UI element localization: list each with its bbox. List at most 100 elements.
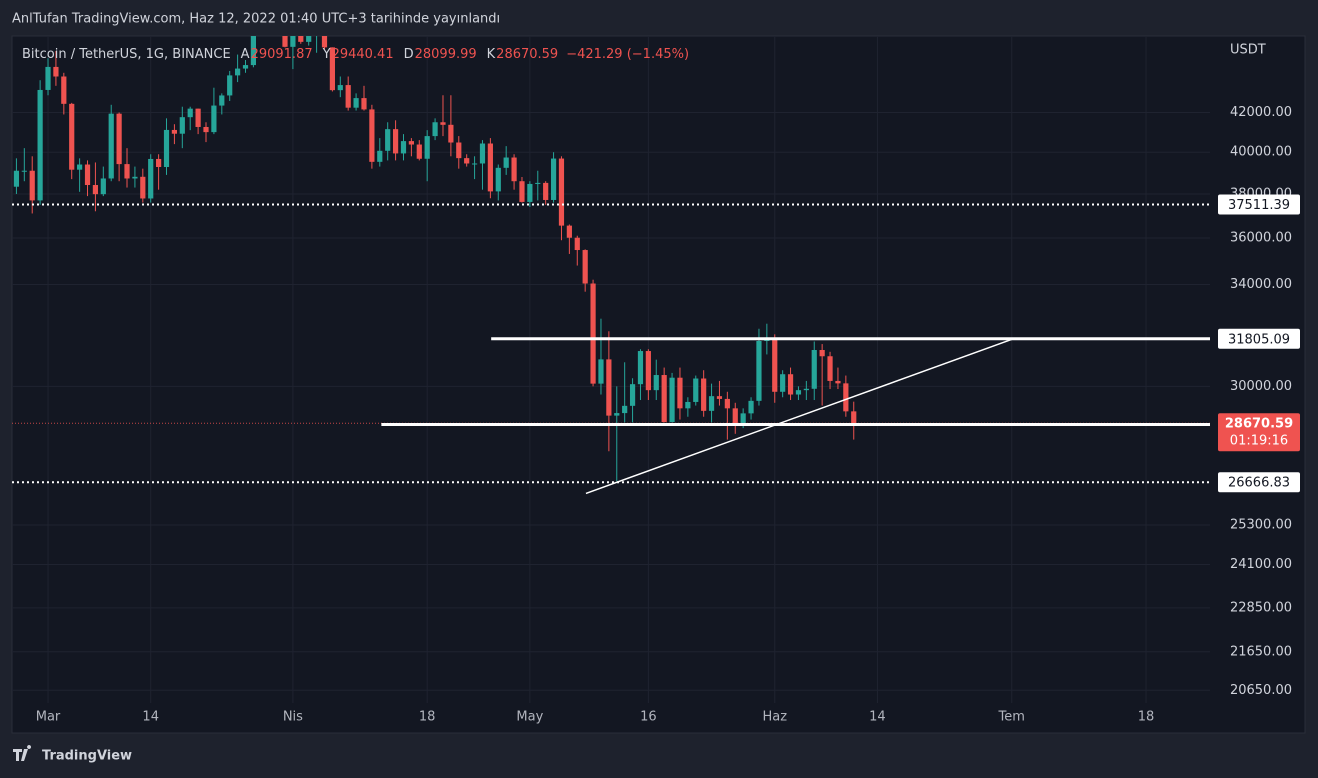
y-tick-label: 25300.00 <box>1230 518 1292 533</box>
candle-body <box>148 158 154 199</box>
candle-body <box>100 178 106 195</box>
brand-logo <box>13 745 32 761</box>
candle-body <box>471 163 478 165</box>
x-tick-label: 18 <box>1138 710 1155 725</box>
candle-body <box>108 113 114 179</box>
ohlc-key: D <box>404 47 414 62</box>
ohlc-value: 28099.99 <box>415 47 477 62</box>
candle-body <box>582 250 588 284</box>
candle-body <box>69 103 75 170</box>
ohlc-value: 29440.41 <box>332 47 394 62</box>
candle-body <box>337 85 343 91</box>
candle-body <box>61 76 67 104</box>
candle-body <box>661 375 667 423</box>
ohlc-key: Y <box>322 47 331 62</box>
candle-body <box>772 339 778 392</box>
candle-body <box>29 170 35 201</box>
y-tick-label: 30000.00 <box>1230 379 1292 394</box>
candle-body <box>456 142 462 159</box>
candle-body <box>748 400 754 414</box>
candle-body <box>653 375 659 391</box>
candle-body <box>432 122 438 137</box>
candle-body <box>740 413 746 425</box>
candle-body <box>13 170 20 187</box>
ohlc-value: 28670.59 <box>496 47 558 62</box>
legend-header: Bitcoin / TetherUS, 1G, BINANCE A29091.87… <box>22 47 689 62</box>
last-price-box <box>1218 413 1300 452</box>
candle-body <box>550 158 557 200</box>
publish-info: AnlTufan TradingView.com, Haz 12, 2022 0… <box>12 12 500 27</box>
y-tick-label: 20650.00 <box>1230 683 1292 698</box>
candle-body <box>535 182 541 184</box>
candle-body <box>732 408 738 425</box>
candle-body <box>353 98 359 108</box>
y-tick-label: 21650.00 <box>1230 644 1292 659</box>
candle-body <box>685 401 691 409</box>
candle-body <box>92 185 99 195</box>
candle-body <box>622 405 628 414</box>
candle-body <box>163 129 170 167</box>
candle-body <box>227 75 233 96</box>
candle-body <box>795 390 802 395</box>
candle-body <box>787 374 794 395</box>
candle-body <box>669 377 675 423</box>
brand: TradingView <box>42 749 132 764</box>
candle-body <box>780 374 786 392</box>
candle-body <box>369 109 375 162</box>
candle-body <box>306 36 312 42</box>
last-price-label: 28670.59 <box>1225 417 1293 432</box>
candle-body <box>416 144 422 159</box>
x-tick-label: Nis <box>283 710 303 725</box>
ohlc-value: 29091.87 <box>251 47 313 62</box>
candle-body <box>511 157 517 182</box>
candle-body <box>21 170 27 172</box>
candle-body <box>827 356 833 381</box>
candle-body <box>282 36 288 47</box>
candle-body <box>116 113 122 165</box>
candle-body <box>606 359 612 416</box>
axes: Mar 14 Nis 18 May 16 Haz 14 Tem 18 42000.00 40000.0… <box>36 43 1300 725</box>
candle-body <box>811 349 817 389</box>
candle-body <box>179 117 185 134</box>
y-tick-label: 24100.00 <box>1230 557 1292 572</box>
legend: Bitcoin / TetherUS, 1G, BINANCE A29091.87… <box>22 47 689 62</box>
candle-body <box>495 167 501 192</box>
price-label: 37511.39 <box>1228 198 1290 213</box>
ohlc-key: K <box>487 47 496 62</box>
candle-body <box>219 95 225 106</box>
x-tick-label: Mar <box>36 710 61 725</box>
candle-body <box>566 225 572 238</box>
x-tick-label: 14 <box>142 710 159 725</box>
change: −421.29 (−1.45%) <box>566 47 689 62</box>
x-tick-label: May <box>516 710 543 725</box>
candle-body <box>614 413 620 416</box>
candle-body <box>392 129 399 154</box>
candle-body <box>843 383 849 412</box>
x-tick-label: 18 <box>419 710 436 725</box>
candle-body <box>440 122 446 125</box>
candle-body <box>250 36 257 66</box>
candle-body <box>345 85 351 108</box>
candle-body <box>558 158 565 226</box>
candle-body <box>408 141 414 145</box>
trend-line <box>585 338 1014 495</box>
candle-body <box>527 183 533 202</box>
candle-body <box>195 108 201 127</box>
x-tick-label: 16 <box>640 710 657 725</box>
candle-body <box>637 351 644 385</box>
candle-body <box>835 380 841 384</box>
axis-unit: USDT <box>1230 43 1266 58</box>
candle-body <box>677 377 683 409</box>
candle-body <box>424 136 430 159</box>
candle-body <box>298 36 304 42</box>
price-label-box <box>1218 194 1300 215</box>
candle-body <box>45 66 51 90</box>
candle-body <box>377 150 383 162</box>
candle-body <box>645 351 651 391</box>
candle-body <box>187 108 193 118</box>
candle-body <box>479 143 486 164</box>
candle-body <box>242 65 249 69</box>
candle-body <box>329 47 335 91</box>
